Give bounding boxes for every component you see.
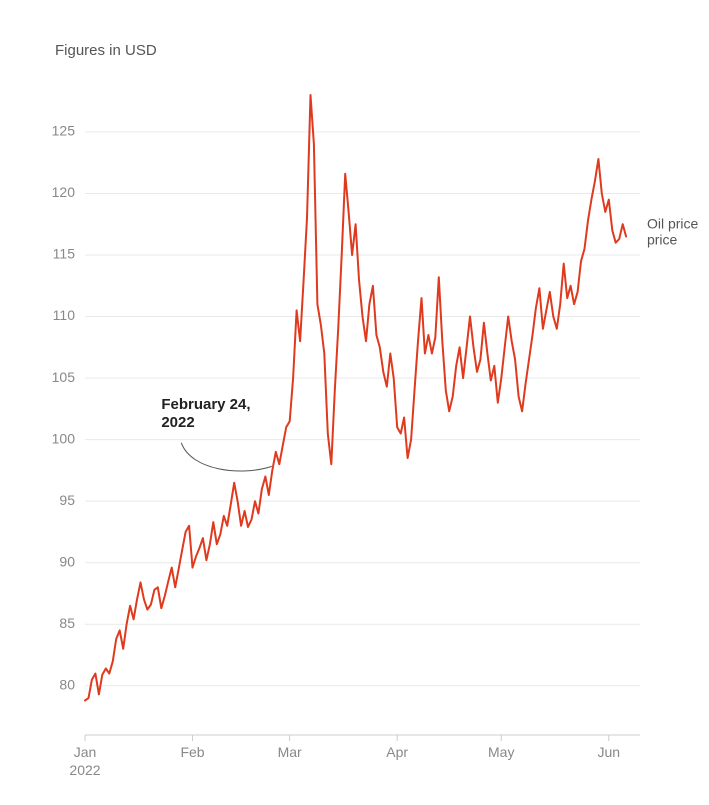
x-tick-label: May <box>488 744 514 760</box>
x-tick-label: Mar <box>278 744 302 760</box>
y-tick-label: 80 <box>59 676 75 692</box>
y-tick-label: 90 <box>59 553 75 569</box>
annotation-label: February 24, <box>161 396 250 413</box>
y-tick-label: 85 <box>59 615 75 631</box>
y-tick-label: 105 <box>52 369 76 385</box>
y-tick-label: 115 <box>53 246 76 262</box>
y-tick-label: 110 <box>53 307 76 323</box>
y-tick-label: 100 <box>52 430 76 446</box>
y-tick-label: 125 <box>52 123 76 139</box>
y-tick-label: 95 <box>59 492 75 508</box>
annotation-label: 2022 <box>161 414 194 431</box>
oil-price-chart: Figures in USD 80 85 90 95 100 105 110 115 120 125… <box>0 0 709 805</box>
chart-subtitle: Figures in USD <box>55 42 157 59</box>
chart-svg: Figures in USD 80 85 90 95 100 105 110 115 120 125… <box>0 0 709 805</box>
x-tick-label: Jan <box>74 744 97 760</box>
x-tick-label: Apr <box>386 744 408 760</box>
y-tick-label: 120 <box>52 184 76 200</box>
chart-bg <box>0 0 709 805</box>
x-tick-label: Feb <box>180 744 204 760</box>
x-tick-sublabel: 2022 <box>69 762 100 778</box>
x-tick-label: Jun <box>597 744 620 760</box>
